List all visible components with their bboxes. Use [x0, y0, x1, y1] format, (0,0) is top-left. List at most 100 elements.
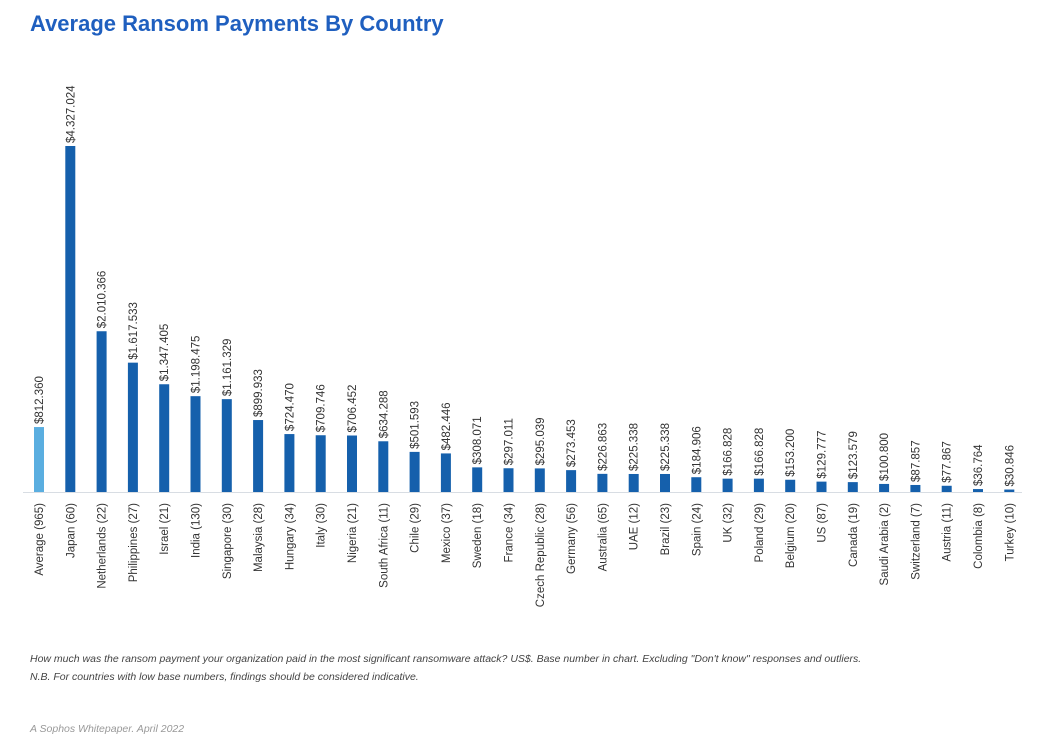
- category-label: Saudi Arabia (2): [879, 503, 891, 586]
- data-label: $166.828: [723, 428, 735, 476]
- bar: [753, 478, 764, 492]
- category-label: UK (32): [723, 503, 735, 543]
- data-label: $30.846: [1004, 445, 1016, 487]
- category-label: US (87): [817, 503, 829, 543]
- bar: [910, 484, 921, 492]
- data-label: $123.579: [848, 431, 860, 479]
- category-label: Belgium (20): [785, 503, 797, 568]
- data-label: $295.039: [535, 417, 547, 465]
- bar: [253, 420, 264, 492]
- category-label: France (34): [504, 503, 516, 563]
- bar: [1004, 489, 1015, 492]
- category-label: Philippines (27): [128, 503, 140, 582]
- bar: [315, 435, 326, 492]
- category-label: Austria (11): [942, 503, 954, 562]
- category-label: Japan (60): [65, 503, 77, 558]
- category-label: Poland (29): [754, 503, 766, 563]
- bar: [190, 396, 201, 492]
- data-label: $77.867: [942, 441, 954, 483]
- bar: [34, 427, 44, 492]
- bar: [660, 473, 670, 492]
- bar: [628, 473, 639, 492]
- data-label: $4.327.024: [65, 85, 77, 143]
- data-label: $1.347.405: [159, 324, 171, 382]
- data-label: $724.470: [284, 383, 296, 431]
- data-label: $634.288: [378, 390, 390, 438]
- bar-chart: $812.360 $4.327.024 $2.010.366 $1.617.533 $1…: [23, 85, 1022, 607]
- data-label: $153.200: [785, 429, 797, 477]
- data-label: $36.764: [973, 444, 985, 486]
- data-label: $225.338: [660, 423, 672, 471]
- category-label: Italy (30): [316, 503, 328, 548]
- data-label: $1.161.329: [222, 339, 234, 397]
- page-footer: A Sophos Whitepaper. April 2022: [30, 723, 185, 735]
- data-label: $273.453: [566, 419, 578, 467]
- data-label: $226.863: [597, 423, 609, 471]
- category-label: Hungary (34): [284, 503, 296, 570]
- bar: [347, 435, 357, 492]
- category-label: Singapore (30): [222, 503, 234, 579]
- category-label: Malaysia (28): [253, 503, 265, 572]
- data-label: $297.011: [504, 418, 516, 465]
- bar: [440, 453, 451, 492]
- chart-footnote-nb: N.B. For countries with low base numbers…: [30, 671, 419, 683]
- bar: [941, 485, 952, 492]
- data-label: $482.446: [441, 402, 453, 450]
- bar: [816, 481, 827, 492]
- bar: [378, 441, 389, 492]
- category-label: India (130): [191, 503, 203, 558]
- data-label: $812.360: [34, 376, 46, 424]
- category-label: Switzerland (7): [910, 503, 922, 580]
- category-label: Nigeria (21): [347, 503, 359, 563]
- data-label: $87.857: [910, 440, 922, 482]
- data-label: $899.933: [253, 369, 265, 417]
- chart-title: Average Ransom Payments By Country: [30, 11, 444, 36]
- category-label: Czech Republic (28): [535, 503, 547, 607]
- data-label: $225.338: [629, 423, 641, 471]
- category-label: Australia (65): [597, 503, 609, 572]
- data-label: $308.071: [472, 416, 484, 464]
- data-label: $100.800: [879, 433, 891, 481]
- category-label: Germany (56): [566, 503, 578, 574]
- bar: [879, 483, 890, 492]
- data-label: $166.828: [754, 428, 766, 476]
- category-label: Colombia (8): [973, 503, 985, 569]
- bar: [409, 451, 420, 492]
- data-label: $501.593: [410, 401, 422, 449]
- data-label: $2.010.366: [97, 271, 109, 329]
- bar: [127, 362, 138, 492]
- category-label: Average (965): [34, 503, 46, 576]
- category-label: Canada (19): [848, 503, 860, 567]
- bar: [534, 468, 545, 492]
- category-label: Sweden (18): [472, 503, 484, 568]
- data-label: $706.452: [347, 385, 359, 433]
- category-label: UAE (12): [629, 503, 641, 550]
- bar: [472, 467, 483, 492]
- data-label: $709.746: [316, 384, 328, 432]
- bar: [722, 478, 733, 492]
- bar: [159, 384, 170, 492]
- category-label: Spain (24): [691, 503, 703, 556]
- bar: [503, 468, 514, 492]
- bar: [96, 331, 107, 492]
- data-label: $129.777: [817, 431, 829, 479]
- category-label: Mexico (37): [441, 503, 453, 563]
- bar: [973, 489, 983, 492]
- category-label: Brazil (23): [660, 503, 672, 556]
- data-label: $1.617.533: [128, 302, 140, 360]
- bar: [566, 470, 577, 492]
- bar: [284, 434, 295, 492]
- category-label: Turkey (10): [1004, 503, 1016, 562]
- bar: [691, 477, 702, 492]
- bar: [847, 482, 858, 492]
- category-label: Netherlands (22): [97, 503, 109, 589]
- chart-footnote-question: How much was the ransom payment your org…: [30, 653, 862, 665]
- bar: [65, 146, 76, 492]
- bar: [221, 399, 232, 492]
- data-label: $1.198.475: [191, 336, 203, 394]
- bar: [785, 479, 796, 492]
- data-label: $184.906: [691, 426, 703, 474]
- category-label: Chile (29): [410, 503, 422, 553]
- bar: [597, 473, 608, 492]
- category-label: Israel (21): [159, 503, 171, 555]
